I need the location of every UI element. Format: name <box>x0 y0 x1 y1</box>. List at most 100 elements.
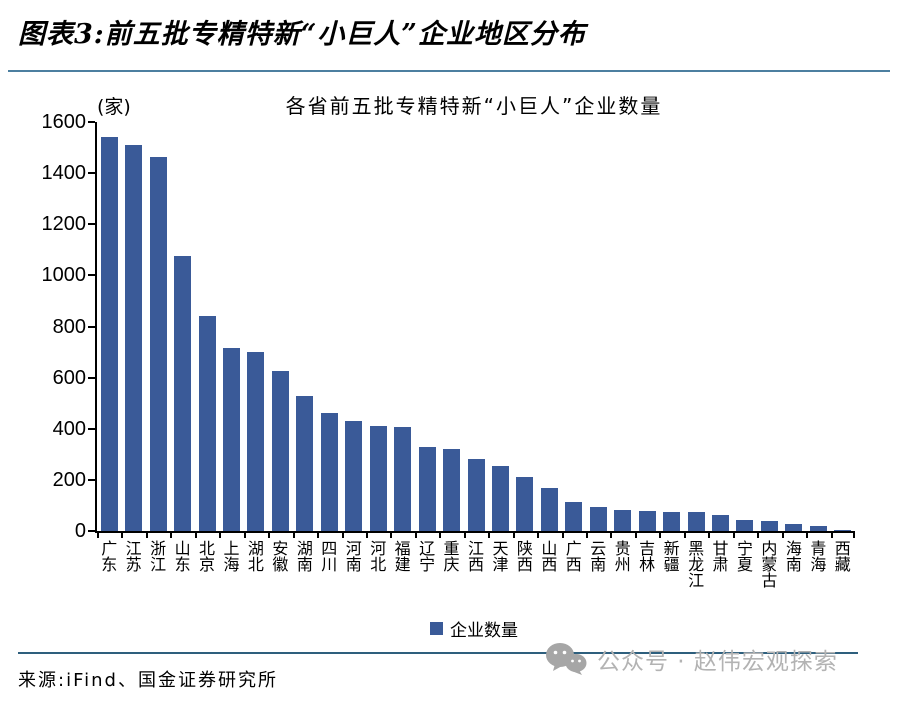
x-tick-label: 西藏 <box>831 540 851 572</box>
bar-重庆 <box>443 449 461 531</box>
x-tick-label: 福建 <box>391 540 411 572</box>
y-tick <box>88 121 95 123</box>
y-tick-label: 600 <box>52 366 86 389</box>
y-tick <box>88 427 95 430</box>
y-axis-labels: 0 200 400 600 800 1000 1200 1400 1600 <box>20 111 87 542</box>
y-tick-label: 200 <box>52 468 86 491</box>
legend-label: 企业数量 <box>450 621 518 641</box>
x-tick <box>292 531 295 538</box>
x-tick-label: 湖北 <box>244 540 264 572</box>
bar-河北 <box>369 426 387 531</box>
bar-河南 <box>345 421 363 531</box>
x-tick-label: 贵州 <box>611 540 631 572</box>
x-tick-label: 山东 <box>171 540 191 572</box>
x-tick <box>634 531 637 538</box>
x-tick <box>145 531 148 538</box>
y-tick-label: 1600 <box>41 111 87 133</box>
x-tick <box>586 531 589 538</box>
x-tick-label: 浙江 <box>147 540 167 572</box>
bar-江西 <box>467 459 485 531</box>
x-tick-label: 河南 <box>342 540 362 572</box>
x-tick-label: 黑龙江 <box>685 540 705 588</box>
x-tick-label: 甘肃 <box>709 540 729 572</box>
bar-西藏 <box>834 529 852 531</box>
y-tick <box>88 478 95 481</box>
bar-吉林 <box>638 510 656 531</box>
bar-内蒙古 <box>760 520 778 531</box>
y-tick <box>88 274 95 277</box>
x-tick-label: 山西 <box>538 540 558 572</box>
x-tick <box>243 531 246 538</box>
x-tick <box>219 531 222 538</box>
x-tick-label: 宁夏 <box>733 540 753 572</box>
x-tick <box>732 531 735 538</box>
x-tick-label: 安徽 <box>269 540 289 572</box>
x-tick <box>439 531 442 538</box>
x-tick-label: 江西 <box>465 540 484 572</box>
y-tick <box>88 172 95 175</box>
x-tick-label: 新疆 <box>660 540 680 572</box>
x-tick-label: 湖南 <box>293 540 313 572</box>
bar-安徽 <box>271 371 289 531</box>
x-tick <box>708 531 711 538</box>
x-tick-label: 内蒙古 <box>758 540 778 588</box>
x-tick-label: 上海 <box>220 540 240 572</box>
y-tick-label: 800 <box>52 315 86 338</box>
y-tick-label: 1200 <box>41 213 87 236</box>
bar-江苏 <box>125 145 143 531</box>
bar-黑龙江 <box>687 511 705 531</box>
x-tick <box>463 531 466 538</box>
x-tick <box>365 531 368 538</box>
y-tick-label: 1000 <box>41 264 87 287</box>
watermark: 公众号 · 赵伟宏观探索 <box>545 642 838 676</box>
x-tick-label: 陕西 <box>513 540 533 572</box>
source-note: 来源:iFind、国金证券研究所 <box>18 670 278 691</box>
x-tick-label: 云南 <box>587 540 607 572</box>
bar-云南 <box>589 506 607 531</box>
x-tick <box>121 531 124 538</box>
x-tick <box>414 531 417 538</box>
bar-四川 <box>320 413 338 531</box>
x-tick <box>537 531 540 538</box>
x-tick <box>610 531 613 538</box>
x-tick <box>683 531 686 538</box>
x-tick <box>853 531 855 538</box>
bar-湖南 <box>296 395 314 531</box>
bar-北京 <box>198 316 216 531</box>
y-tick <box>88 530 95 532</box>
bar-广东 <box>100 137 118 531</box>
y-tick-label: 400 <box>52 417 86 440</box>
x-tick <box>806 531 809 538</box>
bar-上海 <box>222 348 240 531</box>
bar-浙江 <box>149 156 167 531</box>
x-tick-label: 青海 <box>807 540 827 572</box>
bar-广西 <box>565 501 583 531</box>
y-tick-label: 1400 <box>41 162 87 185</box>
legend-swatch <box>430 622 443 635</box>
plot-area <box>88 121 855 538</box>
x-tick-label: 重庆 <box>440 540 460 572</box>
header-divider <box>8 70 890 72</box>
x-tick <box>561 531 564 538</box>
bar-甘肃 <box>712 515 730 531</box>
wechat-icon <box>546 643 587 675</box>
x-tick <box>830 531 833 538</box>
x-tick <box>268 531 271 538</box>
chart-title: 各省前五批专精特新“小巨人”企业数量 <box>285 94 663 118</box>
bar-青海 <box>809 526 827 531</box>
x-tick-label: 河北 <box>367 540 387 572</box>
x-tick-label: 海南 <box>782 540 802 572</box>
x-tick <box>757 531 760 538</box>
footer-divider <box>18 652 858 654</box>
bar-湖北 <box>247 352 265 531</box>
bar-新疆 <box>663 511 681 531</box>
y-tick-label: 0 <box>74 520 86 542</box>
bar-山东 <box>174 256 192 531</box>
x-tick-label: 江苏 <box>122 540 142 572</box>
x-tick-label: 吉林 <box>636 540 656 572</box>
x-tick <box>781 531 784 538</box>
axis-unit-label: (家) <box>97 96 131 118</box>
x-tick <box>97 531 99 538</box>
bar-贵州 <box>614 510 632 531</box>
